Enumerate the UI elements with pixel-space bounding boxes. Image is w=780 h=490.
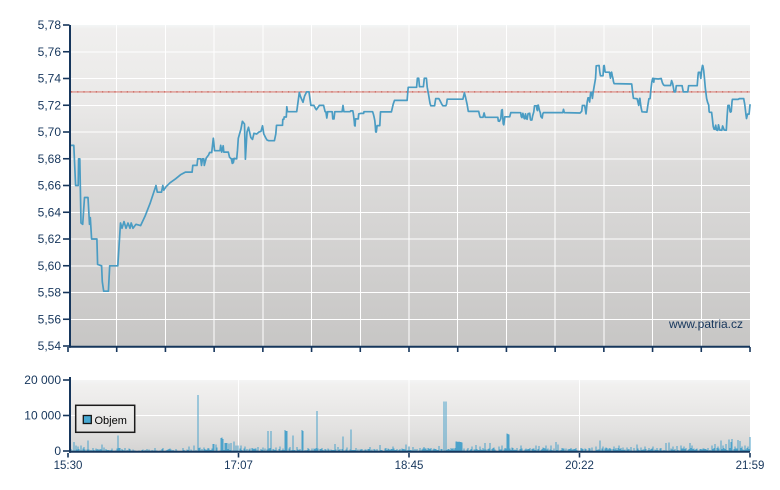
svg-text:0: 0 [54,444,61,458]
svg-text:15:30: 15:30 [54,460,83,472]
svg-text:5,70: 5,70 [38,125,62,139]
svg-text:20:22: 20:22 [565,460,594,472]
svg-text:18:45: 18:45 [395,460,424,472]
svg-text:10 000: 10 000 [24,409,61,423]
svg-text:5,76: 5,76 [38,45,62,59]
svg-text:21:59: 21:59 [736,460,765,472]
svg-text:5,64: 5,64 [38,205,62,219]
svg-text:5,58: 5,58 [38,286,62,300]
svg-text:5,74: 5,74 [38,72,62,86]
svg-text:5,54: 5,54 [38,339,62,353]
svg-text:5,72: 5,72 [38,98,62,112]
svg-text:17:07: 17:07 [224,460,253,472]
svg-text:5,66: 5,66 [38,179,62,193]
svg-text:5,68: 5,68 [38,152,62,166]
svg-text:20 000: 20 000 [24,373,61,387]
svg-text:www.patria.cz: www.patria.cz [668,317,743,331]
svg-text:5,60: 5,60 [38,259,62,273]
svg-text:5,62: 5,62 [38,232,62,246]
svg-text:5,78: 5,78 [38,18,62,32]
svg-text:Objem: Objem [95,415,127,427]
svg-text:5,56: 5,56 [38,312,62,326]
